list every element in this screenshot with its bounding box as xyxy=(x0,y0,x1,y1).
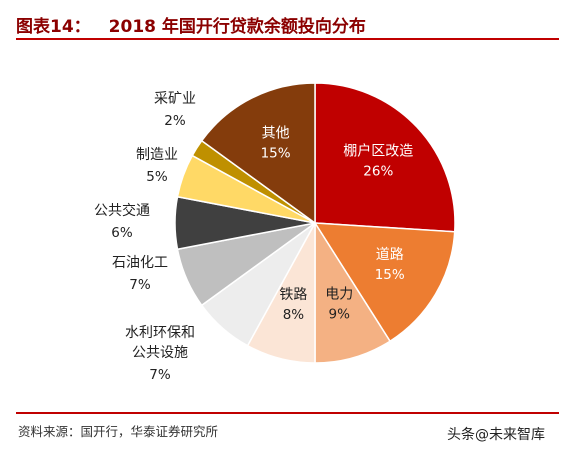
slice-3-value: 8% xyxy=(283,307,305,323)
pie-slice xyxy=(314,82,456,233)
slice-5-value: 7% xyxy=(129,277,151,293)
slice-4-label: 公共设施 xyxy=(132,345,188,361)
slice-7-value: 5% xyxy=(146,169,168,185)
pie-slice xyxy=(200,82,316,225)
source-divider xyxy=(16,412,559,414)
slice-1-label: 道路 xyxy=(376,247,404,263)
slice-4-value: 7% xyxy=(149,367,171,383)
watermark-handle: @未来智库 xyxy=(475,427,545,443)
slice-9-label: 其他 xyxy=(262,126,290,142)
chart-title: 图表14： 2018 年国开行贷款余额投向分布 xyxy=(16,12,366,37)
slice-1-value: 15% xyxy=(375,267,405,283)
pie-slice xyxy=(314,220,392,364)
slice-8-value: 2% xyxy=(164,113,186,129)
figure-label: 图表14： xyxy=(16,17,91,37)
slice-2-label: 电力 xyxy=(325,286,353,302)
slice-7-label: 制造业 xyxy=(136,147,178,163)
watermark-prefix: 头条 xyxy=(447,427,475,443)
source-note: 资料来源：国开行，华泰证券研究所 xyxy=(18,424,219,439)
pie-slice xyxy=(313,222,456,343)
slice-0-value: 26% xyxy=(363,164,393,180)
slice-6-label: 公共交通 xyxy=(94,202,150,219)
watermark: 头条@未来智库 xyxy=(447,424,545,444)
slice-0-label: 棚户区改造 xyxy=(343,143,413,160)
slice-2-value: 9% xyxy=(329,306,351,322)
slice-3-label: 铁路 xyxy=(279,287,307,303)
slice-4-label: 水利环保和 xyxy=(125,325,195,341)
title-text: 2018 年国开行贷款余额投向分布 xyxy=(108,17,366,37)
slice-8-label: 采矿业 xyxy=(154,91,196,107)
slice-6-value: 6% xyxy=(111,225,133,241)
slice-5-label: 石油化工 xyxy=(112,255,168,271)
slice-9-value: 15% xyxy=(261,146,291,162)
title-bar: 图表14： 2018 年国开行贷款余额投向分布 xyxy=(16,8,559,40)
